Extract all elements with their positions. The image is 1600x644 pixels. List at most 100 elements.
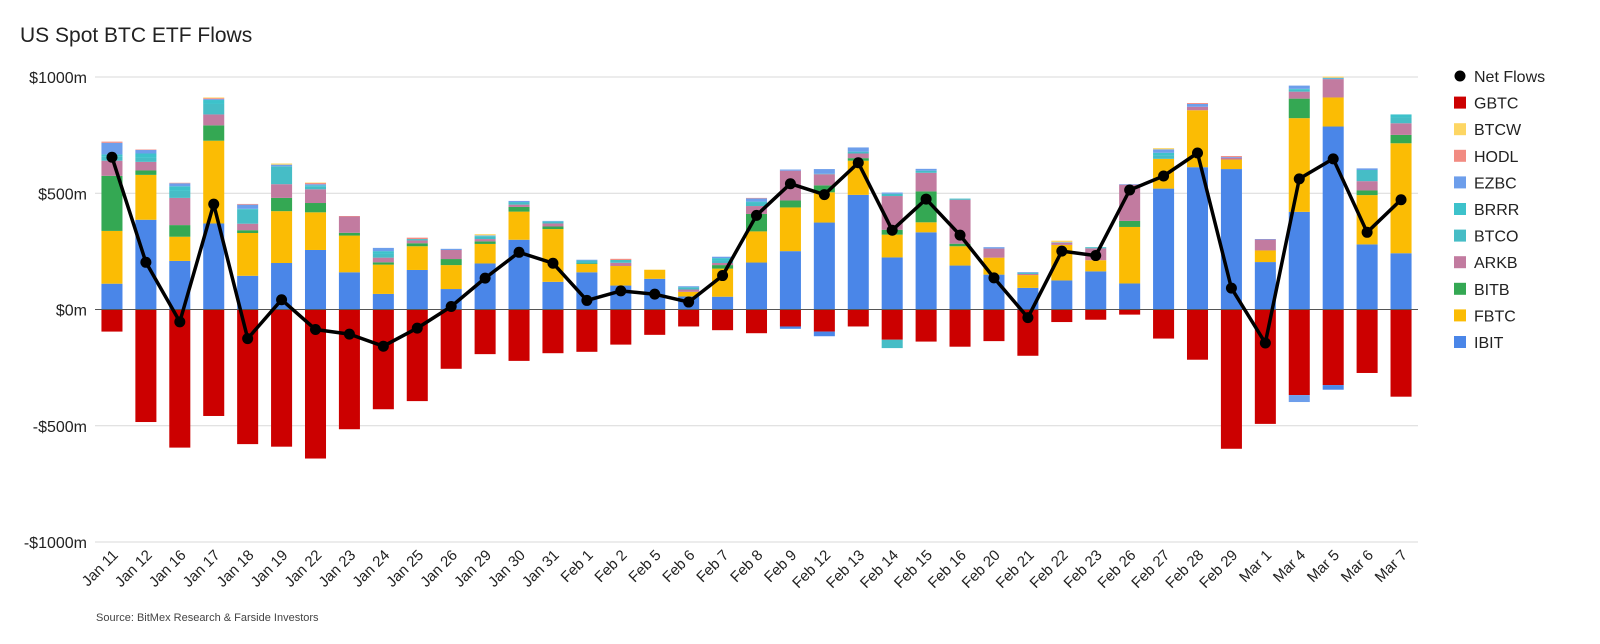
x-tick-label: Feb 7 <box>693 547 732 586</box>
bar-gbtc-jan-17 <box>203 309 225 416</box>
net-flows-point-feb-26 <box>1124 184 1136 196</box>
net-flows-point-feb-1 <box>581 294 593 306</box>
bar-ezbc-feb-22 <box>1051 242 1073 244</box>
bar-gbtc-feb-28 <box>1186 309 1209 360</box>
y-tick-label: -$500m <box>33 419 87 436</box>
bar-ibit-jan-22 <box>304 249 327 310</box>
x-tick-label: Jan 17 <box>180 547 224 591</box>
bar-ezbc-feb-7 <box>712 256 734 259</box>
bar-ibit-mar-6 <box>1356 244 1378 310</box>
net-flows-point-mar-4 <box>1293 173 1305 185</box>
net-flows-point-feb-29 <box>1225 282 1237 294</box>
net-flows-point-mar-1 <box>1259 337 1271 349</box>
bar-fbtc-mar-4 <box>1288 118 1310 212</box>
y-tick-label: $0m <box>56 303 87 320</box>
net-flows-point-jan-30 <box>513 246 525 258</box>
bar-arkb-jan-12 <box>135 161 157 171</box>
bar-ibit-jan-25 <box>406 269 428 310</box>
bar-ezbc-jan-11 <box>101 142 123 155</box>
net-flows-point-feb-9 <box>784 178 796 190</box>
bar-gbtc-feb-15 <box>915 309 937 342</box>
bar-ezbc-jan-22 <box>304 184 327 186</box>
bar-btco-mar-4 <box>1288 89 1310 92</box>
x-tick-label: Mar 1 <box>1236 547 1275 586</box>
bar-arkb-jan-16 <box>169 197 191 226</box>
bar-gbtc-jan-26 <box>440 309 462 369</box>
bar-ezbc-jan-18 <box>237 204 259 209</box>
bar-fbtc-jan-31 <box>542 229 564 282</box>
bar-gbtc-feb-29 <box>1220 309 1242 449</box>
x-tick-label: Jan 12 <box>112 547 156 591</box>
bar-fbtc-feb-21 <box>1017 275 1039 288</box>
bar-btco-feb-8 <box>745 202 768 207</box>
bar-fbtc-feb-22 <box>1051 244 1073 281</box>
bar-gbtc-feb-26 <box>1119 309 1141 315</box>
bar-arkb-feb-28 <box>1186 106 1209 111</box>
bar-arkb-jan-26 <box>440 249 462 260</box>
bar-gbtc-mar-5 <box>1322 309 1344 386</box>
bar-brrr-jan-16 <box>169 186 191 191</box>
bar-bitb-mar-6 <box>1356 190 1378 196</box>
y-tick-label: $500m <box>38 186 87 203</box>
bar-ezbc-feb-1 <box>576 259 598 261</box>
bar-fbtc-jan-18 <box>237 233 259 276</box>
x-tick-label: Feb 8 <box>727 547 766 586</box>
bar-ezbc-jan-17 <box>203 99 225 101</box>
bar-ibit-negative-feb-12 <box>813 331 835 337</box>
bar-btco-jan-19 <box>271 166 293 185</box>
legend-marker-net-flows <box>1454 70 1466 82</box>
bar-gbtc-mar-4 <box>1288 309 1310 396</box>
bar-ibit-jan-17 <box>203 223 225 310</box>
bar-gbtc-mar-7 <box>1390 309 1412 397</box>
x-tick-label: Mar 5 <box>1304 547 1343 586</box>
bar-bitb-jan-25 <box>406 243 428 247</box>
bar-bitb-jan-22 <box>304 203 327 213</box>
bar-hodl-feb-2 <box>610 258 632 260</box>
bar-ezbc-mar-5 <box>1322 77 1344 79</box>
x-tick-label: Feb 29 <box>1196 547 1241 592</box>
net-flows-point-feb-2 <box>615 285 627 297</box>
bar-arkb-mar-6 <box>1356 181 1378 191</box>
bar-gbtc-jan-12 <box>135 309 157 423</box>
net-flows-point-jan-18 <box>242 333 254 345</box>
bar-ibit-negative-feb-9 <box>779 326 801 329</box>
net-flows-point-jan-31 <box>547 257 559 269</box>
bar-ibit-jan-31 <box>542 281 564 310</box>
legend-label-net-flows: Net Flows <box>1474 69 1545 86</box>
bar-btco-feb-1 <box>576 260 598 264</box>
bar-hodl-jan-22 <box>304 183 327 185</box>
bar-arkb-feb-12 <box>813 174 835 186</box>
bar-ezbc-feb-12 <box>813 169 835 174</box>
bar-ibit-feb-26 <box>1119 283 1141 310</box>
bar-ezbc-jan-19 <box>271 164 293 167</box>
bar-fbtc-mar-1 <box>1254 250 1276 263</box>
bar-btco-feb-13 <box>847 151 869 154</box>
bar-gbtc-mar-6 <box>1356 309 1378 373</box>
bar-fbtc-jan-30 <box>508 211 530 240</box>
bar-gbtc-feb-1 <box>576 309 598 352</box>
bar-arkb-feb-2 <box>610 262 632 267</box>
bar-arkb-jan-17 <box>203 114 225 126</box>
bar-ibit-mar-7 <box>1390 253 1412 310</box>
bar-brrr-jan-31 <box>542 221 564 222</box>
bar-btco-jan-17 <box>203 103 225 115</box>
legend-swatch-brrr <box>1454 203 1466 215</box>
bar-gbtc-jan-18 <box>237 309 259 445</box>
bar-btco-jan-29 <box>474 236 496 240</box>
bar-ezbc-feb-28 <box>1186 103 1209 107</box>
x-tick-label: Feb 2 <box>591 547 630 586</box>
bar-series <box>101 76 1412 459</box>
bar-arkb-jan-23 <box>338 216 360 233</box>
net-flows-point-mar-7 <box>1395 194 1407 206</box>
bar-gbtc-feb-9 <box>779 309 801 327</box>
net-flows-point-feb-6 <box>683 296 695 308</box>
legend-swatch-hodl <box>1454 149 1466 162</box>
bar-bitb-jan-11 <box>101 175 123 231</box>
bar-ezbc-negative-mar-4 <box>1288 395 1310 403</box>
bar-ibit-jan-11 <box>101 283 123 310</box>
bar-btcw-jan-22 <box>304 182 327 184</box>
bar-hodl-jan-12 <box>135 149 157 151</box>
bar-ezbc-mar-4 <box>1288 85 1310 89</box>
bar-ezbc-feb-15 <box>915 168 937 171</box>
bar-hodl-feb-8 <box>745 197 768 199</box>
